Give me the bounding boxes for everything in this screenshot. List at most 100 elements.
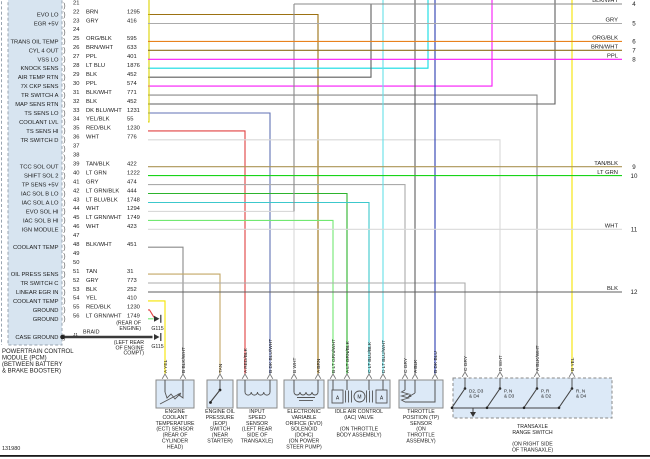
pin-circuit-number: 633	[127, 45, 137, 51]
pin-number: 34	[73, 117, 80, 123]
pin-bracket: )	[63, 209, 65, 216]
pcm-signal-label: SHIFT SOL 2	[24, 174, 58, 180]
component-caption: ELECTRONIC	[287, 409, 321, 415]
component-caption: (ON	[416, 427, 426, 433]
pin-number: 37	[73, 144, 79, 150]
wire-GRY-474	[148, 184, 406, 374]
pin-circuit-number: 31	[127, 269, 133, 275]
pcm-signal-label: CYL 4 OUT	[29, 48, 59, 54]
pcm-signal-label: EVO SOL HI	[26, 209, 59, 215]
switch-blade	[523, 388, 538, 408]
pin-bracket: )	[63, 110, 65, 117]
component-caption: SPEED	[248, 415, 266, 421]
pin-circuit-number: 1294	[127, 206, 141, 212]
component-caption: PRESSURE	[206, 415, 235, 421]
component-caption: (EOP)	[213, 421, 228, 427]
component-caption: (NEAR	[212, 433, 228, 439]
pcm-signal-label: TRANS OIL TEMP	[11, 39, 59, 45]
exit-wire-label: ORG/BLK	[592, 36, 618, 42]
pcm-signal-label: TR SWITCH A	[21, 93, 58, 99]
component-pin-label: TAN	[218, 363, 224, 373]
pin-circuit-number: 1222	[127, 170, 140, 176]
iac-winding-box	[331, 389, 344, 404]
component-caption: TEMPERATURE	[156, 421, 195, 427]
pin-arrow-icon	[496, 371, 504, 378]
thermistor-symbol	[164, 391, 184, 400]
component-caption: ENGINE OIL	[205, 409, 235, 415]
component-caption: ASSEMBLY)	[406, 439, 436, 445]
wire-REDBLK-1230	[148, 130, 246, 374]
pin-number: 25	[73, 36, 79, 42]
pin-wire-color: BLK	[86, 99, 97, 105]
pin-wire-color: RED/BLK	[86, 305, 111, 311]
pin-bracket: )	[63, 21, 65, 28]
exit-continuation-number: 4	[632, 1, 636, 8]
component-pin-label: C GRY	[403, 357, 409, 373]
pin-bracket: )	[63, 66, 65, 73]
pin-bracket: )	[63, 271, 65, 278]
wire-WHT-776	[148, 139, 501, 373]
pin-bracket: )	[63, 57, 65, 64]
pin-number: 55	[73, 305, 79, 311]
pin-number: 46	[73, 224, 79, 230]
pin-arrow-icon	[179, 373, 187, 380]
pin-number: 24	[73, 27, 80, 33]
pin-bracket: )	[63, 137, 65, 144]
pcm-box	[7, 0, 63, 346]
pin-bracket: )	[63, 298, 65, 305]
pin-arrow-icon	[365, 373, 373, 380]
iac-winding-label: A	[336, 396, 340, 402]
component-caption: (DOHC)	[295, 433, 314, 439]
component-pin-label: D LT BLU/WHT	[381, 340, 387, 373]
pin-number: 38	[73, 153, 79, 159]
pin-arrow-icon	[161, 373, 169, 380]
pin-bracket: )	[63, 307, 65, 314]
exit-wire-label: PPL	[607, 54, 619, 60]
component-caption: COOLANT	[162, 415, 188, 421]
pin-wire-color: LT GRN/WHT	[86, 314, 122, 320]
range-position-label: D2, D3	[469, 389, 484, 394]
pin-bracket: )	[63, 128, 65, 135]
pin-bracket: )	[63, 182, 65, 189]
component-caption: SENSOR	[410, 421, 432, 427]
pcm-signal-label: TS SENS LO	[24, 111, 59, 117]
range-position-label: P, N	[504, 389, 512, 394]
pin-number: 26	[73, 45, 79, 51]
component-pin-label: B BLK/WHT	[181, 347, 187, 373]
range-position-label: R, N	[576, 389, 585, 394]
pin-circuit-number: 1748	[127, 197, 140, 203]
pin-wire-color: GRY	[86, 18, 99, 24]
potentiometer-resistor	[399, 389, 411, 403]
pcm-caption-line: MODULE (PCM)	[2, 356, 47, 362]
component-pin-label: B WHT	[292, 357, 298, 373]
pin-wire-color: PPL	[86, 54, 98, 60]
pin-bracket: )	[63, 173, 65, 180]
pin-bracket: )	[63, 316, 65, 323]
pin-circuit-number: 474	[127, 179, 137, 185]
pin-circuit-number: 1876	[127, 63, 140, 69]
range-position-label: & D4	[576, 394, 587, 399]
pcm-signal-label: COOLANT LVL	[19, 120, 59, 126]
pcm-signal-label: IAC SOL B LO	[21, 192, 59, 198]
pin-number: 51	[73, 269, 79, 275]
pin-wire-color: DK BLU/WHT	[86, 108, 122, 114]
pin-circuit-number: 401	[127, 54, 137, 60]
pin-circuit-number: 410	[127, 296, 137, 302]
pcm-caption-line: (BETWEEN BATTERY	[2, 362, 62, 368]
pin-number: 40	[73, 170, 79, 176]
pin-arrow-icon	[568, 371, 576, 378]
pcm-signal-label: COOLANT TEMP	[13, 245, 59, 251]
pin-number: 27	[73, 54, 79, 60]
pin-circuit-number: 1230	[127, 126, 140, 132]
pin-wire-color: WHT	[86, 206, 100, 212]
pin-number: 56	[73, 314, 79, 320]
component-pin-label: B DK BLU	[433, 351, 439, 373]
pin-wire-color: WHT	[86, 224, 100, 230]
pin-wire-color: GRY	[86, 179, 99, 185]
exit-wire-label: WHT	[605, 224, 619, 230]
pin-bracket: )	[63, 289, 65, 296]
motor-circle	[353, 390, 366, 403]
ground-location-note: ENGINE)	[119, 326, 141, 332]
pcm-caption-line: POWERTRAIN CONTROL	[2, 349, 74, 355]
